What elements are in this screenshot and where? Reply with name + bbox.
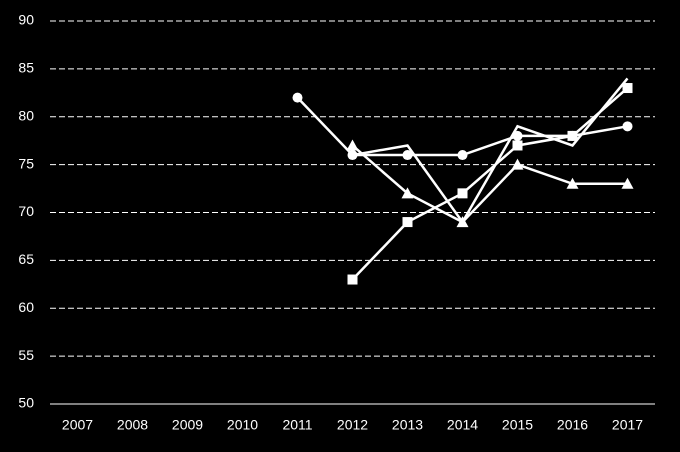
- y-tick-label: 90: [18, 12, 34, 28]
- x-tick-label: 2014: [447, 417, 478, 433]
- marker: [401, 187, 414, 199]
- x-tick-label: 2013: [392, 417, 423, 433]
- x-tick-label: 2015: [502, 417, 533, 433]
- x-tick-label: 2012: [337, 417, 368, 433]
- marker: [402, 150, 413, 161]
- y-tick-label: 65: [18, 251, 34, 267]
- marker: [511, 158, 524, 170]
- x-tick-label: 2011: [282, 417, 312, 433]
- x-tick-label: 2010: [227, 417, 258, 433]
- marker: [402, 217, 413, 228]
- marker: [457, 188, 468, 199]
- x-tick-label: 2009: [172, 417, 203, 433]
- marker: [457, 150, 468, 161]
- y-tick-label: 60: [18, 299, 34, 315]
- series-line: [352, 77, 629, 225]
- series-line: [351, 87, 629, 281]
- marker: [566, 177, 579, 189]
- marker: [621, 177, 634, 189]
- series-line: [351, 144, 628, 224]
- x-tick-label: 2016: [557, 417, 588, 433]
- marker: [347, 274, 358, 285]
- x-tick-label: 2017: [612, 417, 643, 433]
- series-line: [296, 96, 628, 157]
- y-tick-label: 70: [18, 203, 34, 219]
- marker: [292, 92, 303, 103]
- y-tick-label: 80: [18, 107, 34, 123]
- y-tick-label: 50: [18, 395, 34, 411]
- marker: [622, 83, 633, 94]
- x-tick-label: 2008: [117, 417, 148, 433]
- marker: [512, 130, 523, 141]
- marker: [622, 121, 633, 132]
- x-tick-label: 2007: [62, 417, 93, 433]
- marker: [346, 139, 359, 151]
- marker: [567, 130, 578, 141]
- y-tick-label: 85: [18, 60, 34, 76]
- y-tick-label: 75: [18, 155, 34, 171]
- marker: [512, 140, 523, 151]
- y-tick-label: 55: [18, 347, 34, 363]
